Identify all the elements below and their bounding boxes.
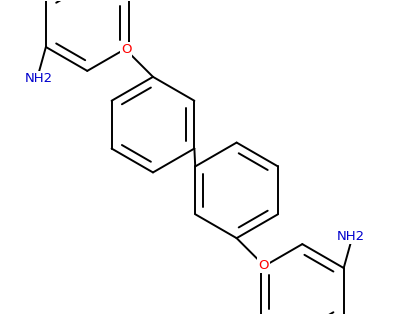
Text: NH2: NH2 bbox=[337, 230, 365, 243]
Text: O: O bbox=[121, 43, 131, 56]
Text: O: O bbox=[258, 259, 269, 272]
Text: NH2: NH2 bbox=[24, 72, 52, 85]
